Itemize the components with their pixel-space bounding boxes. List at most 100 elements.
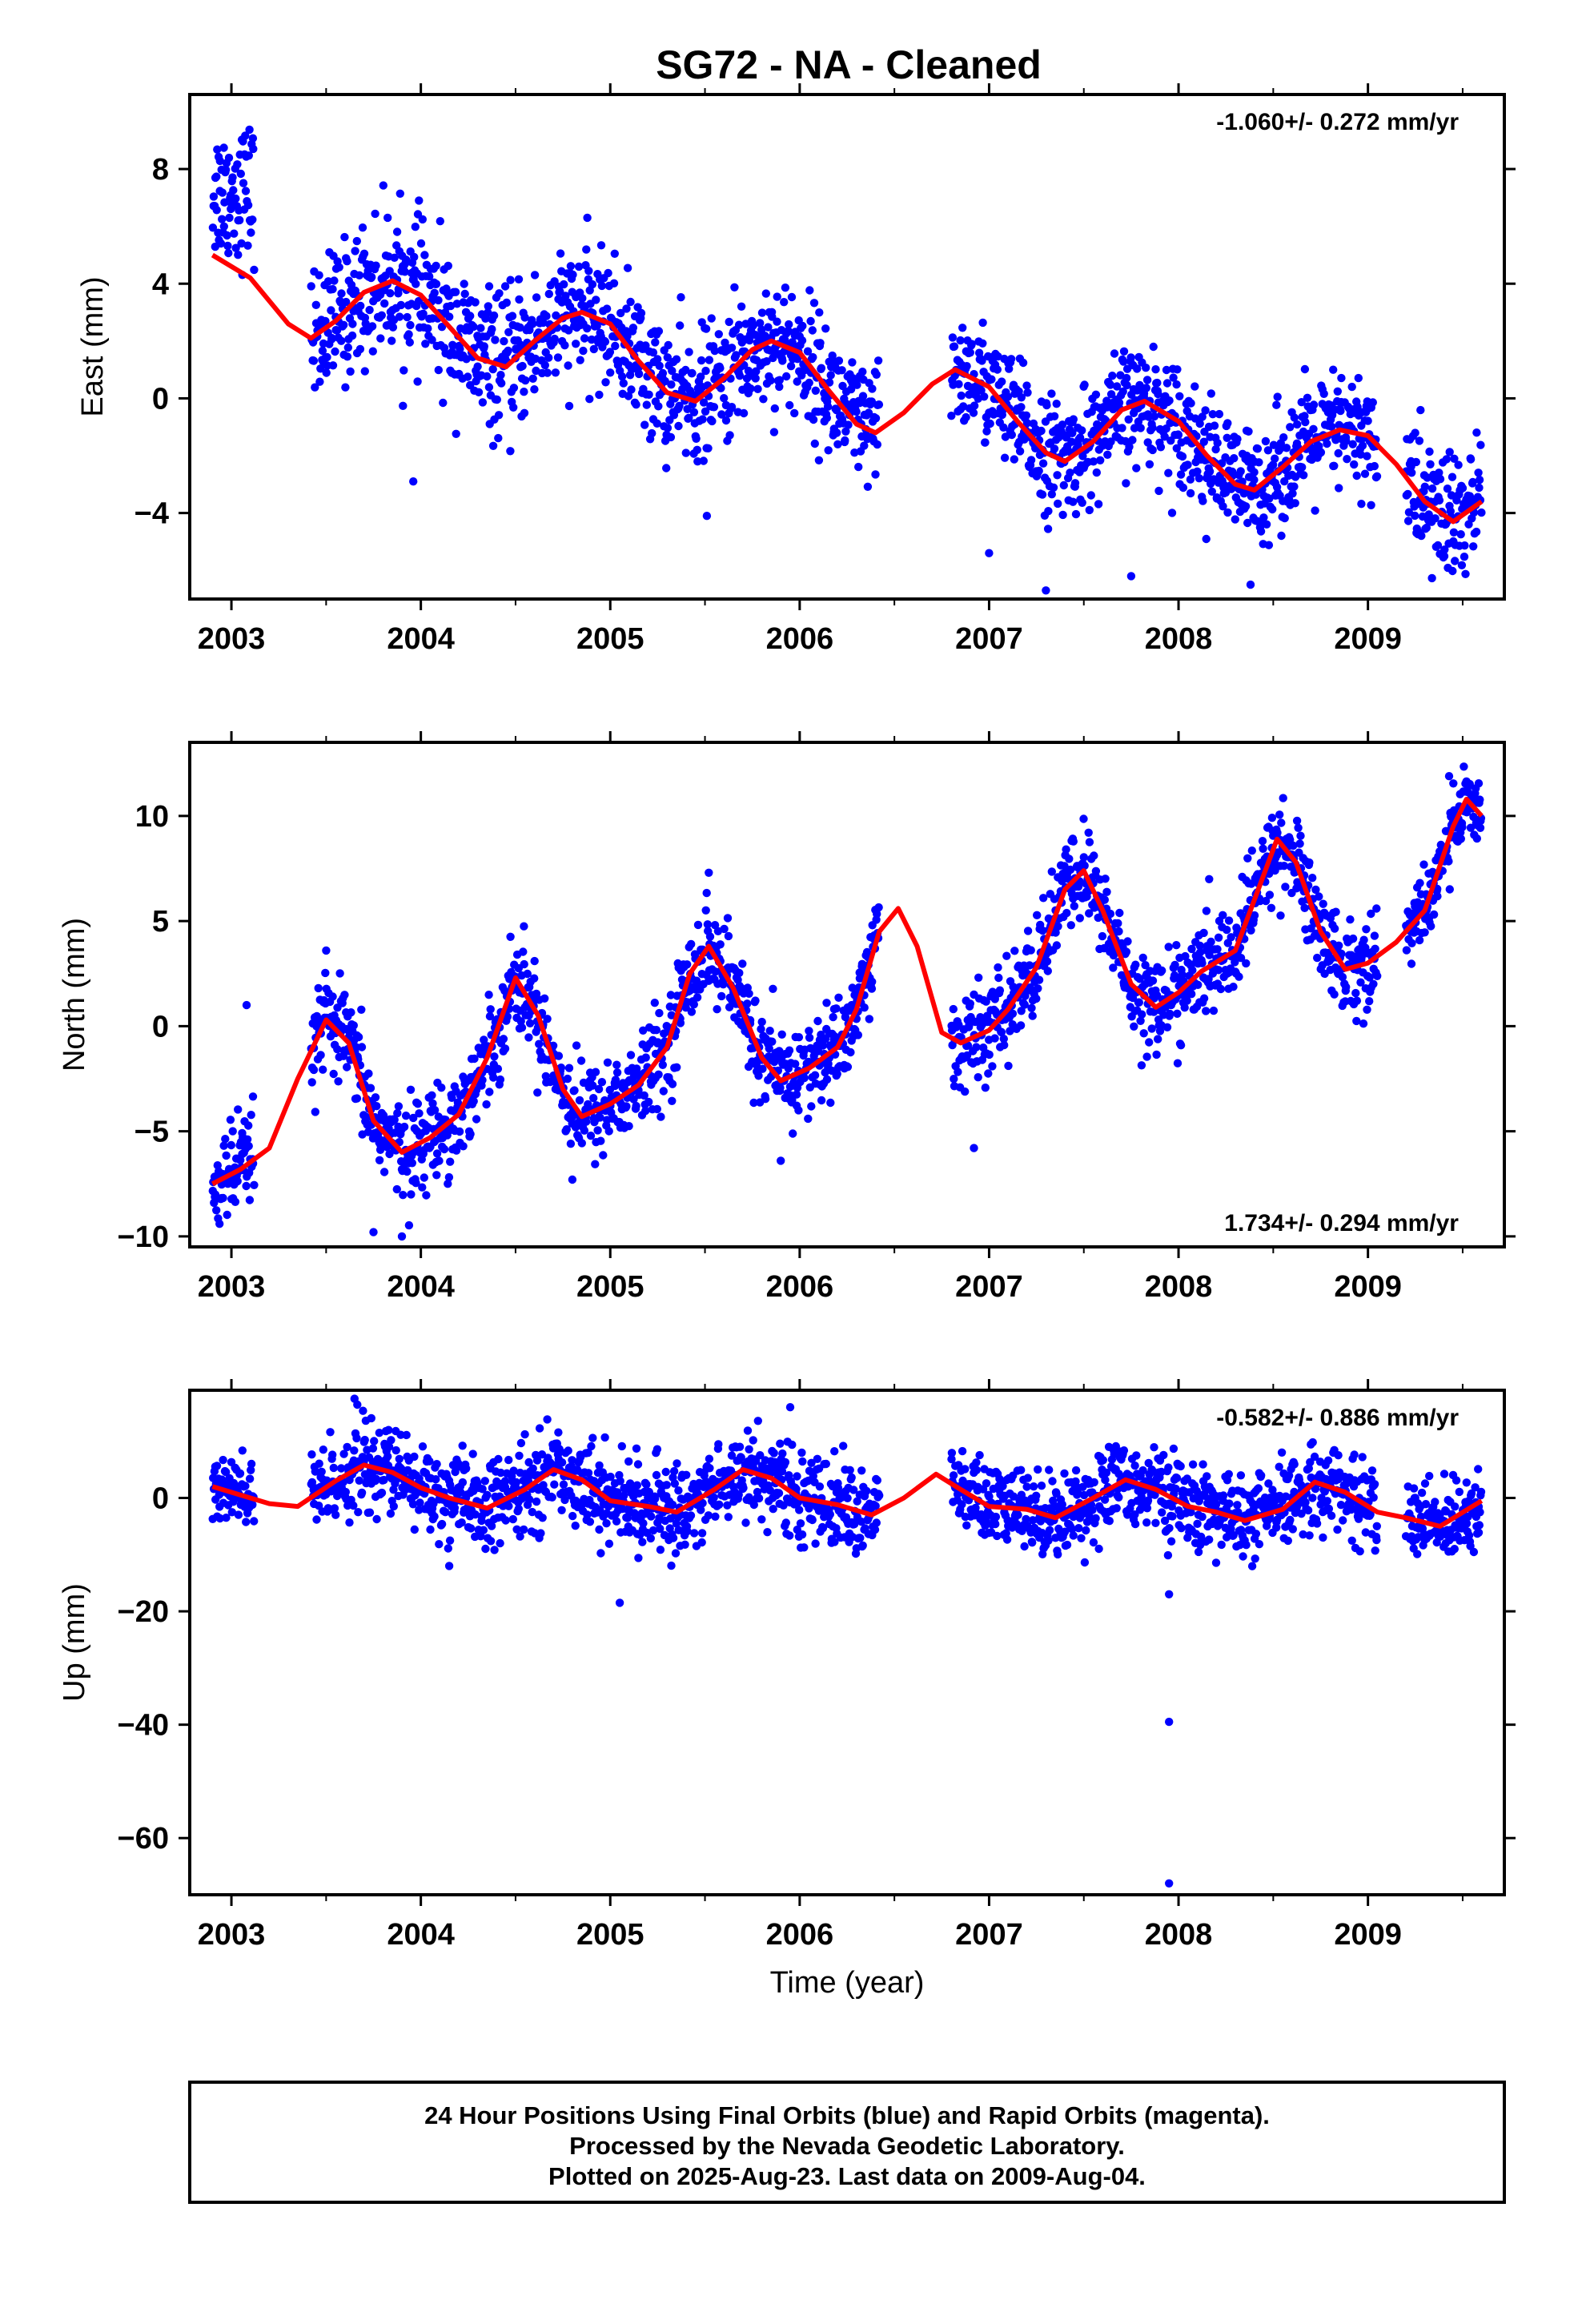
data-point xyxy=(617,372,627,381)
data-point xyxy=(396,189,404,198)
data-point xyxy=(780,298,789,307)
data-point xyxy=(541,1072,550,1081)
data-point xyxy=(1089,457,1098,466)
data-point xyxy=(1162,1023,1172,1032)
y-tick-label: −5 xyxy=(135,1116,169,1149)
data-point xyxy=(667,380,676,389)
data-point xyxy=(392,1184,401,1194)
data-point xyxy=(554,1428,563,1437)
data-point xyxy=(399,1191,408,1200)
data-point xyxy=(323,352,331,362)
data-point xyxy=(383,213,392,223)
data-point xyxy=(743,1426,753,1435)
data-point xyxy=(516,1017,525,1026)
data-point xyxy=(1476,823,1485,833)
data-point xyxy=(1429,910,1439,919)
data-point xyxy=(1034,984,1042,993)
data-point xyxy=(496,1468,505,1478)
data-point xyxy=(950,342,959,351)
data-point xyxy=(491,336,500,344)
data-point xyxy=(577,1139,586,1148)
data-point xyxy=(421,340,430,348)
data-point xyxy=(1017,1007,1026,1015)
data-point xyxy=(434,296,443,305)
data-point xyxy=(1075,914,1085,923)
data-point xyxy=(778,1449,787,1458)
data-point xyxy=(669,1534,678,1542)
data-point xyxy=(523,969,532,979)
data-point xyxy=(411,223,420,231)
data-point xyxy=(340,232,349,242)
data-point xyxy=(1219,502,1227,511)
data-point xyxy=(1445,448,1454,456)
data-point xyxy=(1199,994,1209,1003)
data-point xyxy=(430,288,439,297)
data-point xyxy=(544,353,553,362)
data-point xyxy=(349,1501,358,1510)
data-point xyxy=(676,1019,685,1027)
data-point xyxy=(585,395,594,404)
data-point xyxy=(480,342,488,351)
data-point xyxy=(588,1433,597,1442)
data-point xyxy=(560,1495,569,1505)
data-point xyxy=(708,416,717,426)
data-point xyxy=(797,1448,806,1458)
data-point xyxy=(764,323,773,332)
data-point xyxy=(371,261,380,270)
data-point xyxy=(311,1108,319,1116)
data-point xyxy=(420,251,429,259)
data-point xyxy=(807,1102,816,1111)
data-point xyxy=(1457,561,1467,569)
data-point xyxy=(446,1157,455,1166)
data-point xyxy=(1236,467,1245,476)
data-point xyxy=(564,1446,572,1455)
data-point xyxy=(981,438,990,447)
data-point xyxy=(1188,966,1197,975)
data-point xyxy=(365,305,374,315)
data-point xyxy=(636,308,646,318)
data-point xyxy=(328,1450,337,1459)
data-point xyxy=(617,1441,626,1451)
data-point xyxy=(244,1141,253,1151)
data-point xyxy=(672,355,681,364)
data-point xyxy=(236,169,245,179)
data-point xyxy=(233,1176,242,1186)
data-point xyxy=(674,1486,683,1495)
x-tick-label: 2004 xyxy=(387,1270,455,1304)
data-point xyxy=(1474,468,1483,477)
data-point xyxy=(1211,444,1220,454)
data-point xyxy=(757,1017,766,1027)
data-point xyxy=(600,1433,609,1442)
y-tick-label: 0 xyxy=(152,382,169,416)
data-point xyxy=(781,283,790,292)
data-point xyxy=(564,1063,574,1072)
data-point xyxy=(1154,389,1162,399)
data-point xyxy=(1357,953,1366,962)
data-point xyxy=(1342,983,1351,991)
data-point xyxy=(1091,390,1101,399)
data-point xyxy=(766,376,775,385)
data-point xyxy=(543,1415,552,1424)
data-point xyxy=(484,308,492,317)
data-point xyxy=(1458,484,1468,493)
data-point xyxy=(1080,861,1089,870)
data-point xyxy=(422,1191,431,1200)
data-point xyxy=(1148,976,1158,985)
data-point xyxy=(1069,415,1078,424)
data-point xyxy=(574,262,584,271)
data-point xyxy=(535,1424,544,1433)
data-point xyxy=(811,386,820,395)
data-point xyxy=(634,1554,643,1562)
data-point xyxy=(1078,498,1086,507)
data-point xyxy=(495,289,504,298)
data-point xyxy=(309,1065,319,1075)
data-point xyxy=(464,372,472,381)
data-point xyxy=(1370,931,1379,940)
data-point xyxy=(650,999,659,1007)
data-point xyxy=(963,1041,973,1050)
data-point xyxy=(1201,406,1210,415)
data-point xyxy=(723,914,733,923)
data-point xyxy=(1002,951,1011,960)
data-point xyxy=(647,1512,656,1521)
data-point xyxy=(588,1081,597,1090)
